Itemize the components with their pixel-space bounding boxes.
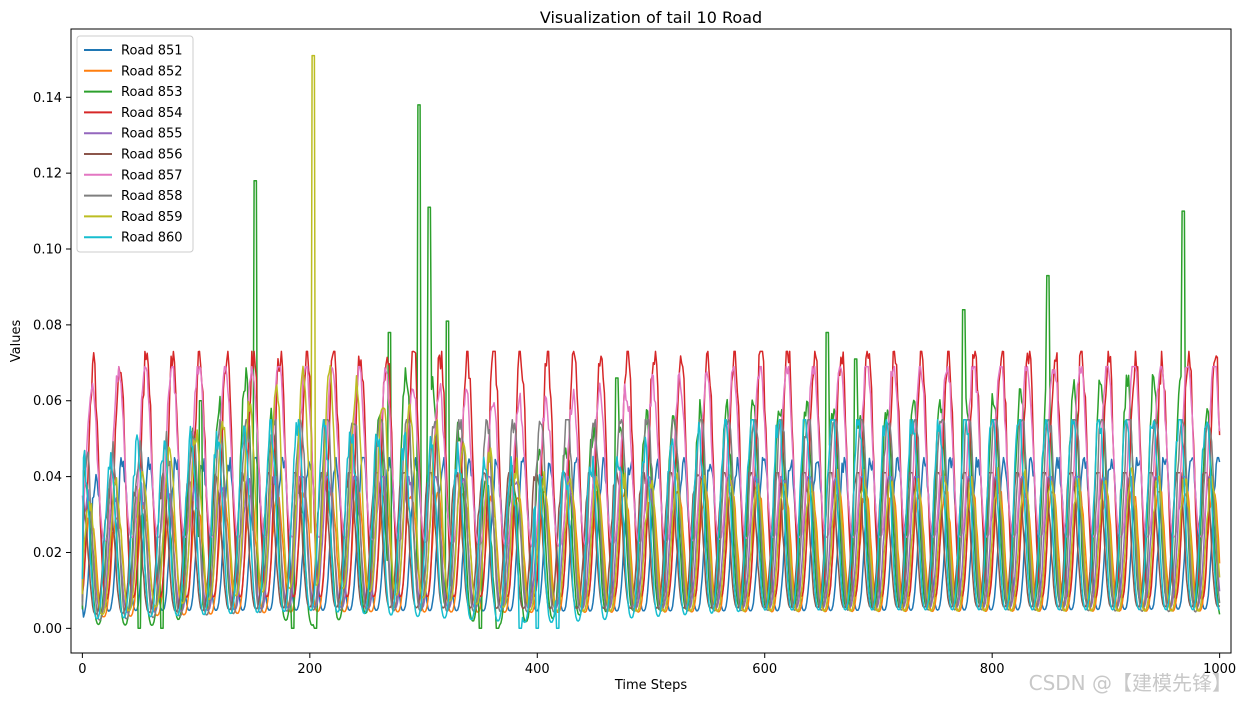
x-tick-label: 0 <box>78 662 86 677</box>
x-tick-label: 400 <box>525 662 550 677</box>
series-line-road-853 <box>81 104 1221 630</box>
series-line-road-860 <box>81 418 1221 630</box>
series-line-road-854 <box>81 350 1221 601</box>
legend-label: Road 858 <box>121 189 183 204</box>
x-axis: 0 200 400 600 800 1000 <box>78 653 1236 677</box>
legend-label: Road 853 <box>121 85 183 100</box>
chart-title: Visualization of tail 10 Road <box>540 8 762 27</box>
legend-label: Road 854 <box>121 106 183 121</box>
y-tick-label: 0.02 <box>33 546 62 561</box>
legend-box <box>76 35 194 253</box>
x-tick-label: 200 <box>297 662 322 677</box>
legend-label: Road 857 <box>121 168 183 183</box>
x-tick-label: 1000 <box>1203 662 1236 677</box>
watermark: CSDN @【建模先锋】 <box>1029 671 1232 695</box>
x-tick-label: 800 <box>980 662 1005 677</box>
series-line-road-859 <box>81 54 1221 616</box>
series-layer <box>81 54 1221 630</box>
y-tick-label: 0.14 <box>33 91 62 106</box>
y-tick-label: 0.06 <box>33 394 62 409</box>
legend-label: Road 860 <box>121 231 183 246</box>
y-axis-label: Values <box>9 320 24 363</box>
legend: Road 851 Road 852 Road 853 Road 854 Road 855… <box>76 35 194 253</box>
plot-frame <box>70 28 1232 654</box>
legend-label: Road 851 <box>121 44 183 59</box>
y-tick-label: 0.10 <box>33 243 62 258</box>
y-tick-label: 0.04 <box>33 470 62 485</box>
legend-label: Road 852 <box>121 64 183 79</box>
x-axis-label: Time Steps <box>614 678 688 693</box>
legend-label: Road 859 <box>121 210 183 225</box>
y-tick-label: 0.12 <box>33 167 62 182</box>
legend-label: Road 855 <box>121 127 183 142</box>
y-tick-label: 0.00 <box>33 622 62 637</box>
legend-label: Road 856 <box>121 148 183 163</box>
y-tick-label: 0.08 <box>33 318 62 333</box>
y-axis: 0.00 0.02 0.04 0.06 0.08 0.10 0.12 0.14 <box>33 91 71 637</box>
x-tick-label: 600 <box>752 662 777 677</box>
